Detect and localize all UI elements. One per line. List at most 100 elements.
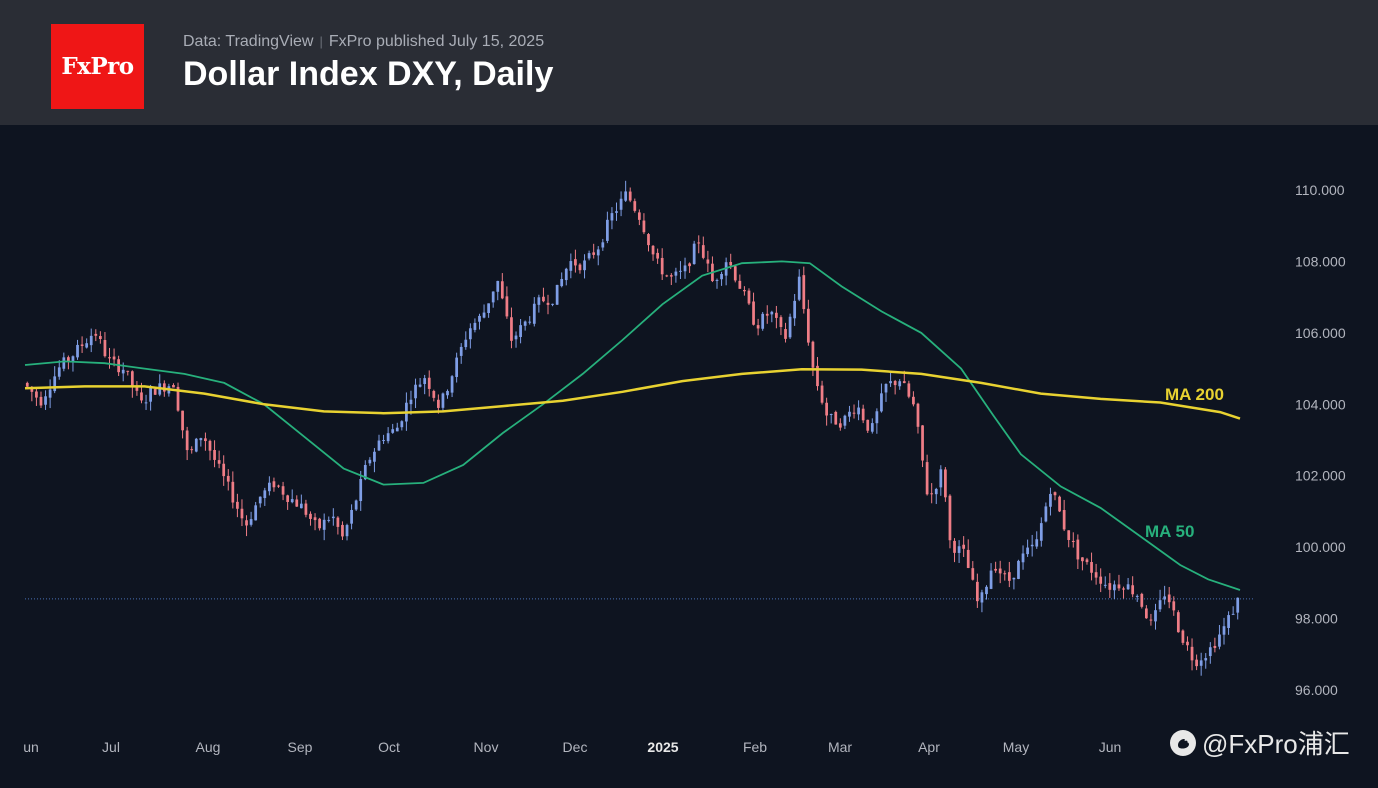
candle-body: [496, 280, 500, 292]
candle-body: [437, 399, 440, 408]
candle-body: [857, 407, 860, 415]
candle-body: [761, 313, 765, 329]
candle-body: [765, 313, 769, 316]
candle-body: [1039, 523, 1043, 541]
ma50-line: [24, 260, 1241, 591]
candle-body: [1030, 544, 1034, 547]
candle-body: [331, 516, 335, 519]
candle-body: [382, 440, 385, 442]
candle-body: [738, 280, 742, 289]
candle-body: [793, 300, 797, 319]
candle-body: [875, 411, 879, 424]
candle-body: [551, 303, 554, 305]
candle-body: [889, 381, 892, 384]
candle-body: [89, 335, 93, 346]
candle-body: [569, 261, 573, 271]
y-tick-label: 106.000: [1295, 325, 1346, 341]
weibo-watermark: @FxPro浦汇: [1170, 724, 1350, 761]
candle-body: [934, 488, 938, 495]
candle-body: [213, 450, 216, 460]
candle-body: [953, 540, 956, 553]
candle-body: [62, 357, 66, 369]
candle-body: [1021, 553, 1025, 563]
candle-body: [729, 261, 733, 266]
candle-body: [1012, 577, 1016, 580]
candle-body: [555, 284, 559, 305]
candle-body: [720, 273, 723, 280]
candle-body: [217, 460, 221, 464]
candle-body: [135, 387, 139, 391]
candle-body: [546, 302, 550, 305]
candle-body: [811, 341, 815, 368]
candle-body: [1144, 608, 1148, 619]
candle-body: [172, 385, 175, 388]
candle-body: [1044, 506, 1048, 522]
candle-body: [377, 440, 381, 451]
candle-body: [1049, 493, 1052, 507]
candle-body: [944, 469, 947, 498]
candle-body: [1195, 659, 1198, 667]
separator: |: [319, 34, 323, 49]
y-tick-label: 100.000: [1295, 539, 1346, 555]
candle-body: [788, 316, 792, 338]
candle-body: [902, 381, 906, 384]
candle-body: [505, 296, 509, 317]
candle-body: [596, 249, 600, 256]
candle-body: [391, 429, 395, 433]
candle-body: [1062, 510, 1066, 530]
candle-body: [1158, 600, 1162, 610]
logo-text: FxPro: [61, 53, 134, 80]
candle-body: [226, 475, 230, 482]
candle-body: [144, 402, 148, 404]
candle-body: [912, 396, 915, 405]
candle-body: [1081, 557, 1084, 562]
y-tick-label: 110.000: [1295, 182, 1345, 198]
candle-body: [1131, 585, 1135, 595]
candle-body: [468, 328, 472, 340]
candle-body: [199, 438, 203, 441]
candle-body: [71, 356, 75, 362]
candle-body: [190, 449, 194, 451]
candle-body: [1067, 530, 1071, 541]
candle-body: [121, 369, 125, 374]
candle-body: [688, 263, 691, 267]
y-tick-label: 102.000: [1295, 468, 1346, 484]
x-tick-label: May: [1003, 739, 1029, 755]
candle-body: [112, 356, 116, 360]
candle-body: [149, 387, 152, 402]
candle-body: [272, 481, 276, 488]
candle-body: [537, 297, 541, 305]
candle-body: [48, 389, 52, 398]
candle-body: [341, 524, 344, 537]
candle-body: [478, 315, 481, 322]
candle-body: [1053, 492, 1057, 496]
candle-body: [76, 344, 79, 358]
candle-body: [998, 568, 1002, 574]
candle-body: [1222, 626, 1226, 635]
candle-body: [601, 242, 605, 248]
y-axis: 96.000 98.000 100.000 102.000 104.000 106.000…: [1295, 182, 1346, 698]
candle-body: [820, 385, 824, 403]
candle-body: [345, 525, 349, 537]
candle-body: [532, 303, 536, 324]
candle-body: [57, 367, 61, 377]
candle-body: [610, 213, 614, 221]
candle-body: [414, 384, 417, 399]
candle-body: [1163, 596, 1167, 600]
y-tick-label: 96.000: [1295, 682, 1338, 698]
candle-body: [966, 549, 970, 568]
x-tick-label: Aug: [196, 739, 221, 755]
candle-body: [35, 391, 38, 398]
candle-body: [295, 499, 299, 507]
candle-body: [1208, 647, 1212, 657]
candle-body: [30, 386, 34, 392]
annotations-layer: MA 200 MA 50: [1145, 385, 1224, 541]
candle-body: [354, 500, 358, 510]
candle-body: [245, 520, 248, 526]
candle-body: [1190, 646, 1194, 661]
candle-body: [464, 339, 468, 348]
candle-body: [336, 517, 340, 527]
candle-body: [806, 308, 810, 343]
candle-body: [313, 517, 317, 521]
candle-body: [925, 462, 929, 495]
